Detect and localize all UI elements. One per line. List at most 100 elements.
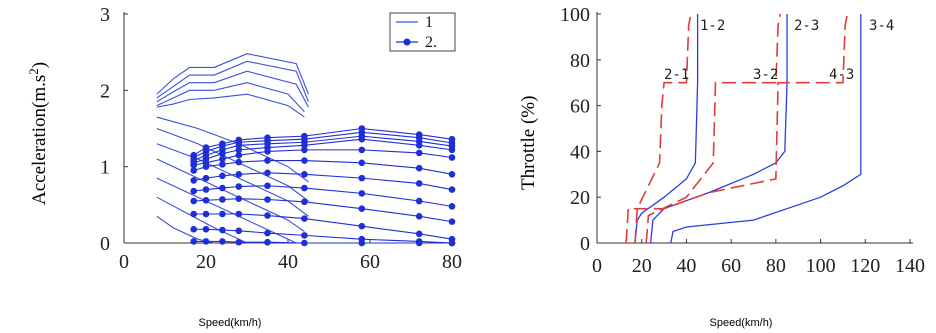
series-2-point bbox=[264, 229, 271, 237]
series-2-point bbox=[358, 239, 366, 247]
series-2-point bbox=[219, 184, 226, 192]
right-y-tick-label: 80 bbox=[570, 50, 590, 72]
right-y-tick-label: 60 bbox=[570, 96, 590, 118]
series-2-point bbox=[235, 171, 243, 178]
right-x-tick-label: 100 bbox=[806, 255, 836, 277]
series-2-point bbox=[448, 154, 456, 161]
right-y-tick-label: 0 bbox=[580, 233, 590, 255]
series-2-point bbox=[264, 157, 271, 164]
series-2-point bbox=[448, 239, 456, 247]
left-legend: 1 2. bbox=[389, 12, 456, 52]
series-2-point bbox=[264, 212, 271, 219]
series-1-line-1 bbox=[156, 60, 310, 102]
shift-label-3-2: 3-2 bbox=[753, 67, 778, 83]
left-y-tick-label: 2 bbox=[100, 80, 110, 102]
series-2-point bbox=[358, 205, 366, 212]
series-2-point bbox=[235, 183, 243, 190]
left-x-axis-label: Speed(km/h) bbox=[199, 317, 262, 329]
shift-label-1-2: 1-2 bbox=[700, 18, 725, 34]
series-2-point bbox=[219, 196, 226, 203]
right-chart: 0 20 40 60 80 100 0 20 40 60 80 100 120 140 1-2 2-1 2-… bbox=[518, 4, 925, 329]
series-2-point bbox=[202, 174, 210, 182]
series-1-line-0 bbox=[156, 53, 310, 95]
right-x-tick-label: 80 bbox=[766, 255, 786, 277]
series-2-point bbox=[415, 212, 423, 220]
right-y-tick-label: 20 bbox=[570, 187, 590, 209]
series-2-point bbox=[219, 161, 226, 168]
series-2-point bbox=[190, 238, 197, 245]
series-2-point bbox=[202, 196, 210, 204]
series-2-point bbox=[219, 210, 226, 218]
series-2-point bbox=[235, 227, 243, 235]
series-2-point bbox=[190, 167, 197, 174]
series-2-point bbox=[202, 225, 210, 233]
series-1-line-4 bbox=[156, 93, 305, 118]
legend-label-2: 2. bbox=[425, 34, 437, 51]
series-1-line-5 bbox=[156, 116, 309, 183]
series-2-point bbox=[190, 210, 197, 218]
series-2-point bbox=[301, 141, 308, 149]
series-2-point bbox=[235, 238, 243, 246]
series-2-point bbox=[448, 203, 456, 210]
series-2-point bbox=[219, 150, 226, 157]
right-x-tick-label: 60 bbox=[721, 255, 741, 277]
series-2-point bbox=[448, 146, 456, 154]
series-2-point bbox=[264, 169, 271, 177]
series-1-line-2 bbox=[156, 70, 309, 108]
series-2-point bbox=[202, 210, 210, 218]
series-2-point bbox=[219, 238, 226, 245]
series-2-point bbox=[235, 141, 243, 149]
left-y-tick-label: 3 bbox=[100, 4, 110, 26]
series-2-point bbox=[415, 141, 423, 149]
right-x-tick-label: 120 bbox=[850, 255, 880, 277]
series-2-point bbox=[415, 197, 423, 205]
left-x-tick-label: 40 bbox=[278, 251, 298, 273]
series-2-point bbox=[202, 186, 210, 193]
shift-line-1-2 bbox=[634, 14, 699, 244]
shift-line-3-2 bbox=[645, 13, 782, 244]
series-2-point bbox=[301, 239, 308, 247]
legend-marker-2 bbox=[403, 38, 411, 46]
left-chart: 0 1 2 3 0 20 40 60 80 Acceleration(m.s2) Speed(… bbox=[26, 4, 463, 329]
series-1-line-10 bbox=[156, 196, 264, 244]
left-x-tick-label: 80 bbox=[442, 251, 462, 273]
series-2-point bbox=[190, 187, 197, 195]
shift-label-2-3: 2-3 bbox=[794, 18, 819, 34]
series-2-point bbox=[448, 218, 456, 225]
series-2-line-17 bbox=[193, 160, 453, 175]
series-2-point bbox=[301, 215, 308, 222]
series-2-point bbox=[301, 184, 308, 192]
series-2-point bbox=[358, 190, 366, 197]
series-2-point bbox=[219, 155, 226, 163]
series-2-point bbox=[264, 238, 271, 246]
series-2-point bbox=[264, 148, 271, 155]
series-1-line-6 bbox=[156, 127, 309, 202]
left-x-tick-label: 60 bbox=[360, 251, 380, 273]
shift-label-4-3: 4-3 bbox=[829, 67, 854, 83]
series-2-line-21 bbox=[193, 213, 453, 240]
series-2-point bbox=[235, 151, 243, 159]
shift-line-2-1 bbox=[634, 13, 692, 244]
series-1-line-7 bbox=[156, 143, 309, 217]
series-2-point bbox=[358, 222, 366, 230]
series-2-point bbox=[190, 225, 197, 233]
left-y-axis-label: Acceleration(m.s2) bbox=[26, 62, 51, 205]
series-2-point bbox=[415, 149, 423, 157]
shift-line-4-3 bbox=[625, 13, 849, 244]
series-1-line-3 bbox=[156, 82, 305, 113]
series-2-point bbox=[415, 164, 423, 172]
right-y-axis-label: Throttle (%) bbox=[518, 96, 539, 190]
series-2-point bbox=[235, 146, 243, 154]
series-2-point bbox=[358, 174, 366, 182]
shift-line-3-4 bbox=[670, 14, 862, 244]
series-2-point bbox=[301, 157, 308, 164]
series-2-line-19 bbox=[193, 185, 453, 207]
shift-label-2-1: 2-1 bbox=[664, 67, 689, 83]
series-2-point bbox=[301, 198, 308, 206]
left-y-tick-label: 1 bbox=[100, 157, 110, 179]
series-2-point bbox=[358, 159, 366, 167]
series-2-point bbox=[264, 182, 271, 190]
series-2-point bbox=[358, 146, 366, 154]
shift-line-2-3 bbox=[650, 14, 788, 244]
